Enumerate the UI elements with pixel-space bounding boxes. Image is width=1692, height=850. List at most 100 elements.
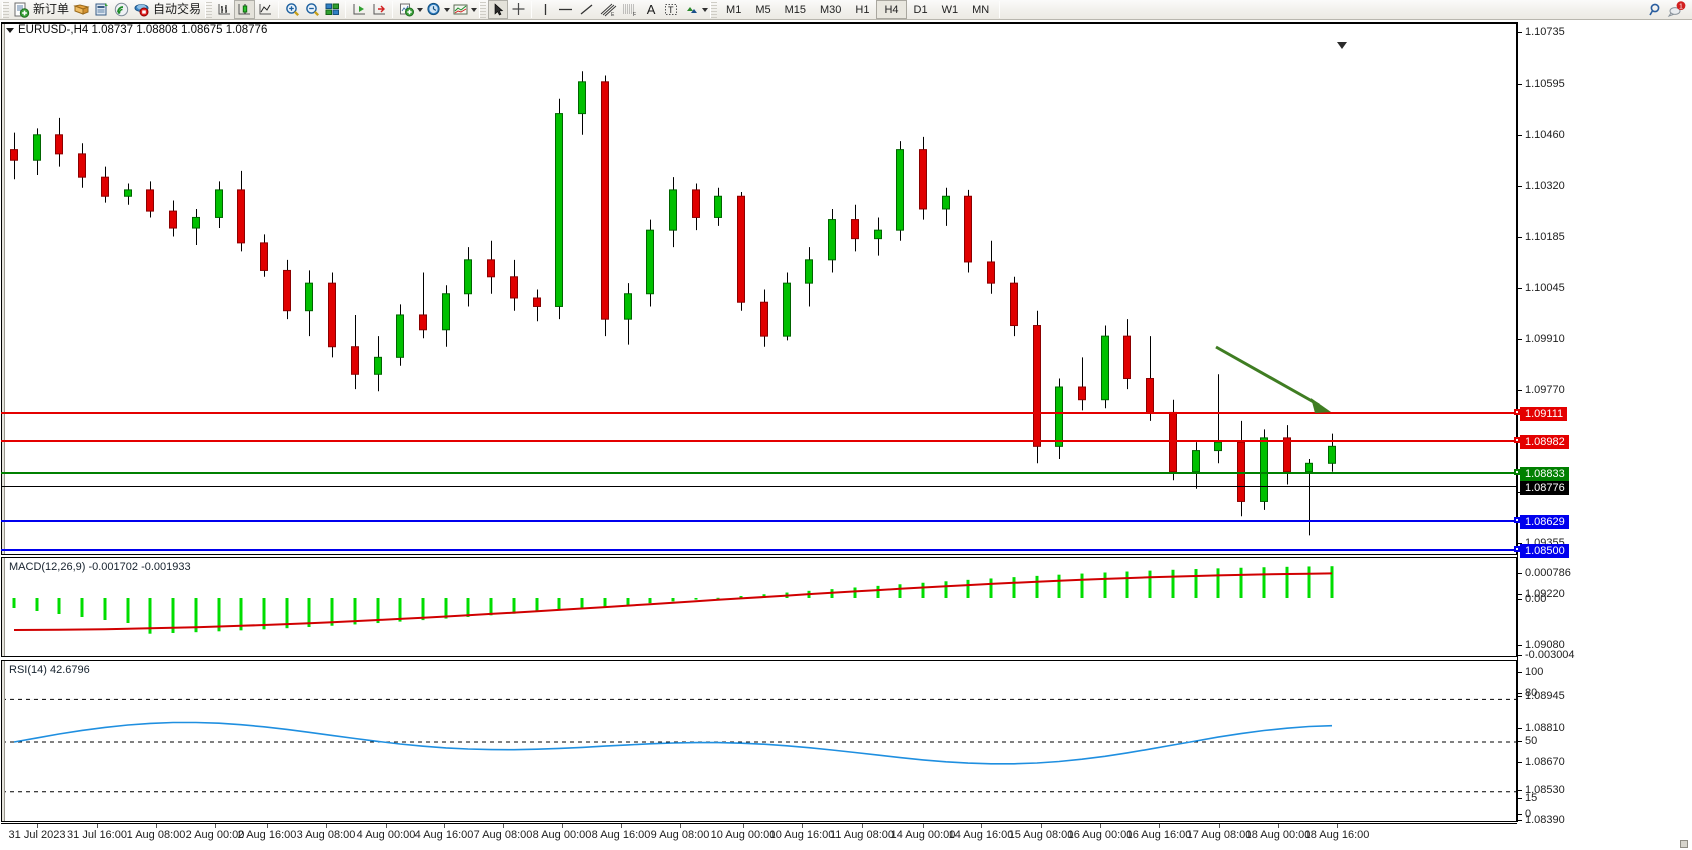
candle-body [124, 189, 132, 197]
level-line-handle[interactable] [1514, 409, 1520, 415]
trendline-icon[interactable] [576, 0, 597, 19]
rsi-pane[interactable]: RSI(14) 42.6796 [1, 660, 1517, 822]
add-indicator-dropdown-caret[interactable] [417, 7, 424, 12]
price-tag-pivot[interactable]: 1.08833 [1520, 467, 1569, 481]
candle-body [10, 149, 18, 161]
level-line-handle[interactable] [1514, 546, 1520, 552]
vertical-line-icon[interactable] [535, 0, 555, 19]
crosshair-icon[interactable] [508, 0, 528, 19]
chart-window[interactable]: EURUSD-,H4 1.08737 1.08808 1.08675 1.087… [0, 20, 1692, 850]
toolbar-grip-4[interactable] [710, 1, 718, 18]
chart-shift-icon[interactable] [369, 0, 389, 19]
macd-histogram-bar [1035, 575, 1039, 598]
period-clock-icon[interactable] [423, 0, 443, 19]
toolbar-grip-2[interactable] [205, 1, 213, 18]
price-scale[interactable]: 1.10735 1.10595 1.10460 1.10320 1.10185 1.100… [1517, 22, 1692, 826]
text-tool-label[interactable]: A [646, 2, 656, 17]
timeframe-h1[interactable]: H1 [855, 3, 870, 16]
scroll-handle[interactable] [1680, 840, 1688, 848]
templates-dropdown-caret[interactable] [471, 7, 478, 12]
search-icon[interactable] [1646, 0, 1666, 19]
zoom-out-icon[interactable] [302, 0, 322, 19]
candle-body [737, 195, 745, 303]
timeframe-m30[interactable]: M30 [820, 3, 842, 16]
price-tag-bid-line[interactable]: 1.08776 [1520, 481, 1569, 495]
arrows-dropdown-caret[interactable] [702, 7, 709, 12]
expert-advisor-icon[interactable] [131, 0, 151, 19]
time-tick-18 [1100, 824, 1101, 828]
price-tag-resistance-2[interactable]: 1.08982 [1520, 435, 1569, 449]
level-line-handle[interactable] [1514, 517, 1520, 523]
folder-icon[interactable] [71, 0, 91, 19]
price-scale-1-label: 1.10595 [1525, 78, 1565, 90]
timeframe-d1[interactable]: D1 [913, 3, 928, 16]
time-label-0: 31 Jul 2023 [8, 829, 66, 841]
arrows-tool-icon[interactable] [681, 0, 701, 19]
candlestick-chart-icon[interactable] [234, 0, 256, 19]
line-chart-icon[interactable] [255, 0, 275, 19]
zoom-in-icon[interactable] [282, 0, 302, 19]
signals-icon[interactable] [111, 0, 131, 19]
news-icon[interactable] [91, 0, 111, 19]
macd-canvas [12, 566, 1334, 634]
equidistant-channel-icon[interactable]: E [597, 0, 619, 19]
candle-body [237, 189, 245, 244]
timeframe-w1[interactable]: W1 [941, 3, 959, 16]
cursor-icon[interactable] [488, 0, 509, 19]
add-indicator-icon[interactable] [396, 0, 416, 19]
toolbar-grip-3[interactable] [479, 1, 487, 18]
new-order-label[interactable]: 新订单 [33, 2, 70, 16]
timeframe-m5[interactable]: M5 [755, 3, 771, 16]
candle-body [1237, 441, 1245, 502]
level-line-stroke [1, 472, 1517, 474]
price-scale-15-label: 1.08670 [1525, 756, 1565, 768]
macd-pane-edge[interactable] [2, 558, 5, 656]
rsi-pane-edge[interactable] [2, 661, 5, 821]
tile-windows-icon[interactable] [322, 0, 342, 19]
time-axis[interactable]: 31 Jul 2023 31 Jul 16:00 1 Aug 08:00 2 Aug … [1, 823, 1517, 848]
price-tag-support-1[interactable]: 1.08629 [1520, 515, 1569, 529]
text-tool-icon[interactable]: A [641, 0, 661, 19]
price-pane[interactable] [1, 22, 1517, 555]
time-tick-5 [326, 824, 327, 828]
timeframe-m15[interactable]: M15 [784, 3, 806, 16]
macd-histogram-bar [739, 596, 743, 598]
timeframe-mn[interactable]: MN [972, 3, 990, 16]
level-line-handle[interactable] [1514, 437, 1520, 443]
candle-body [78, 153, 86, 178]
period-dropdown-caret[interactable] [444, 7, 451, 12]
auto-scroll-icon[interactable] [349, 0, 369, 19]
label-tool-icon[interactable]: T [661, 0, 681, 19]
timeframe-h4[interactable]: H4 [876, 0, 907, 19]
candle-body [692, 189, 700, 218]
timeframe-m1[interactable]: M1 [726, 3, 742, 16]
price-scale-1-tick [1518, 84, 1522, 85]
macd-histogram-bar [1080, 573, 1084, 598]
templates-icon[interactable] [450, 0, 470, 19]
alert-bell-icon[interactable]: 1 [1666, 0, 1688, 19]
new-order-icon[interactable] [11, 0, 31, 19]
time-label-16: 14 Aug 16:00 [948, 829, 1014, 841]
price-pane-edge[interactable] [2, 24, 5, 554]
toolbar-divider-3 [392, 1, 394, 18]
rsi-scale-4-tick [1518, 814, 1522, 815]
horizontal-line-icon[interactable] [555, 0, 576, 19]
bar-chart-icon[interactable] [214, 0, 234, 19]
macd-histogram-bar [716, 597, 720, 599]
autotrading-label[interactable]: 自动交易 [153, 2, 202, 16]
candle-body [1214, 441, 1222, 452]
macd-histogram-bar [1171, 569, 1175, 598]
price-tag-support-2[interactable]: 1.08500 [1520, 544, 1569, 558]
level-line-handle[interactable] [1514, 469, 1520, 475]
price-scale-7-label: 1.09770 [1525, 384, 1565, 396]
toolbar-divider-5 [999, 1, 1001, 18]
fibonacci-retracement-icon[interactable]: F [619, 0, 641, 19]
toolbar-grip[interactable] [2, 1, 9, 18]
macd-histogram-bar [262, 598, 266, 630]
macd-histogram-bar [898, 584, 902, 598]
chart-collapse-arrow-icon[interactable] [6, 28, 14, 33]
level-line-stroke [1, 440, 1517, 442]
time-tick-2 [156, 824, 157, 828]
macd-pane[interactable]: MACD(12,26,9) -0.001702 -0.001933 [1, 557, 1517, 657]
price-tag-resistance-1[interactable]: 1.09111 [1520, 407, 1568, 421]
